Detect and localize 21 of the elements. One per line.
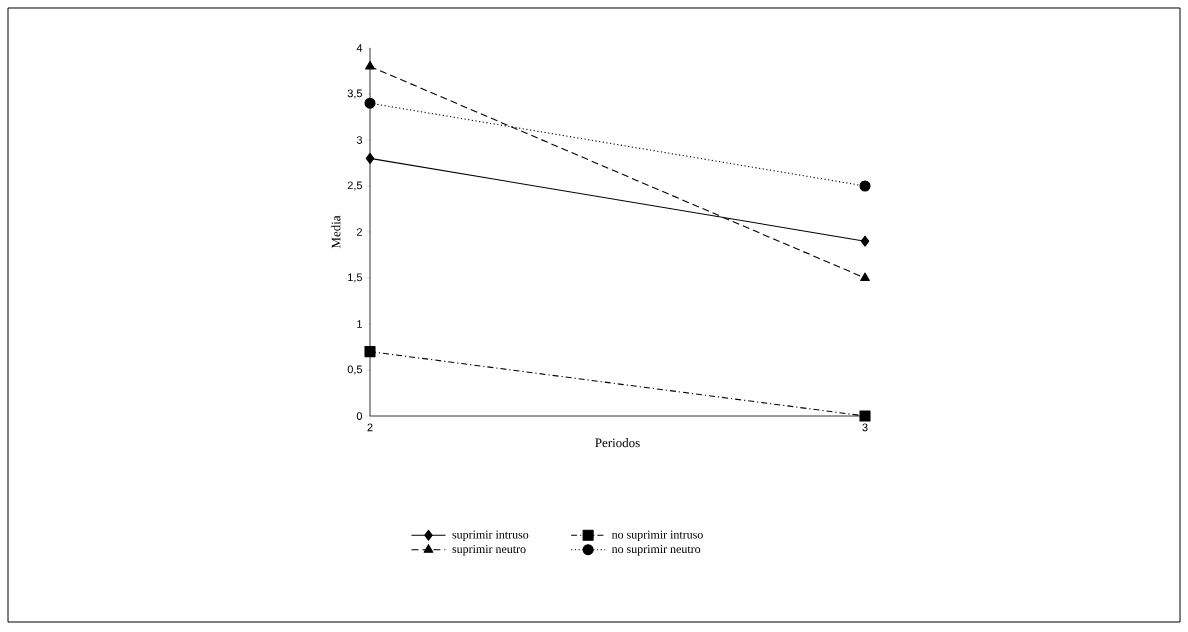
y-tick-label: 2,5 xyxy=(347,181,363,191)
legend-label: suprimir intruso xyxy=(452,530,529,542)
y-tick-label: 2 xyxy=(356,228,362,236)
legend-label: no suprimir neutro xyxy=(611,544,701,556)
point xyxy=(365,152,375,164)
y-axis-title: Media xyxy=(331,215,341,249)
y-tick-label: 0 xyxy=(356,412,363,420)
y-tick-label: 1 xyxy=(357,320,362,328)
y-tick-label: 3 xyxy=(356,136,363,144)
point xyxy=(364,97,376,109)
legend-label: no suprimir intruso xyxy=(611,530,703,542)
point xyxy=(859,410,871,422)
x-axis-title: Periodos xyxy=(595,438,640,448)
point xyxy=(860,235,870,247)
y-tick-label: 0,5 xyxy=(347,365,363,375)
legend-label: suprimir neutro xyxy=(452,544,526,556)
y-tick-label: 3,5 xyxy=(347,89,363,99)
point xyxy=(859,180,871,192)
point xyxy=(364,346,376,358)
y-tick-label: 4 xyxy=(356,44,363,52)
y-tick-label: 1,5 xyxy=(348,273,363,283)
